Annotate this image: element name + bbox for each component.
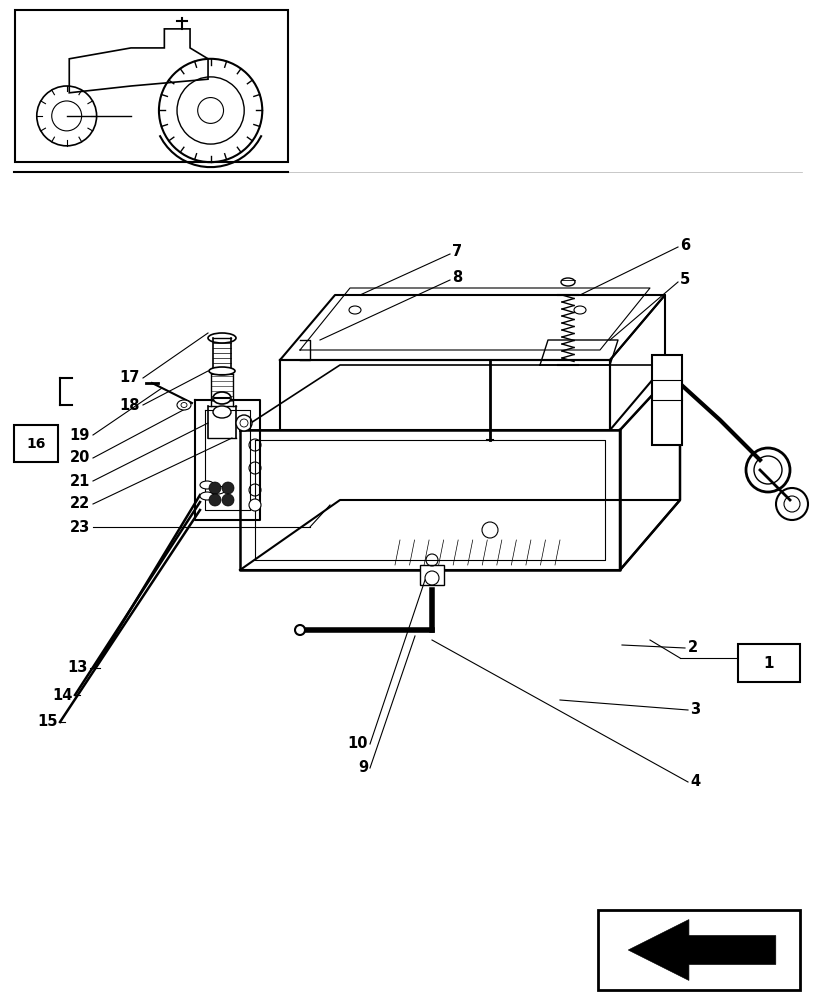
Text: 13: 13 bbox=[68, 660, 88, 676]
Bar bbox=[420, 565, 444, 585]
Text: 19: 19 bbox=[69, 428, 90, 442]
Bar bbox=[738, 644, 800, 682]
Text: 5: 5 bbox=[680, 272, 690, 288]
Text: 6: 6 bbox=[680, 237, 690, 252]
Text: 18: 18 bbox=[119, 397, 140, 412]
Ellipse shape bbox=[349, 306, 361, 314]
Ellipse shape bbox=[181, 402, 187, 408]
Circle shape bbox=[222, 494, 234, 506]
Text: 22: 22 bbox=[69, 496, 90, 512]
Ellipse shape bbox=[200, 492, 214, 500]
Text: 14: 14 bbox=[52, 688, 73, 702]
Ellipse shape bbox=[177, 400, 191, 410]
Ellipse shape bbox=[236, 415, 252, 431]
Circle shape bbox=[222, 482, 234, 494]
Text: 7: 7 bbox=[452, 244, 462, 259]
Text: 9: 9 bbox=[358, 760, 368, 776]
Text: 15: 15 bbox=[38, 714, 58, 730]
Bar bbox=[14, 425, 58, 462]
Ellipse shape bbox=[208, 333, 236, 343]
Bar bbox=[652, 355, 682, 445]
Text: 10: 10 bbox=[348, 736, 368, 752]
Ellipse shape bbox=[200, 481, 214, 489]
Text: 21: 21 bbox=[69, 474, 90, 488]
Ellipse shape bbox=[249, 499, 261, 511]
Text: 8: 8 bbox=[452, 270, 462, 286]
Text: 16: 16 bbox=[26, 436, 46, 450]
Circle shape bbox=[209, 482, 221, 494]
Text: 20: 20 bbox=[69, 450, 90, 466]
Ellipse shape bbox=[574, 306, 586, 314]
Ellipse shape bbox=[213, 406, 231, 418]
Ellipse shape bbox=[209, 367, 235, 375]
Ellipse shape bbox=[561, 278, 575, 286]
Polygon shape bbox=[628, 920, 776, 980]
Text: 17: 17 bbox=[120, 370, 140, 385]
Ellipse shape bbox=[213, 392, 231, 404]
Text: 23: 23 bbox=[69, 520, 90, 534]
Text: 2: 2 bbox=[688, 641, 698, 656]
Ellipse shape bbox=[211, 486, 225, 494]
Bar bbox=[15, 10, 288, 162]
Ellipse shape bbox=[240, 419, 248, 427]
Bar bbox=[598, 910, 800, 990]
Text: 3: 3 bbox=[690, 702, 700, 718]
Text: 4: 4 bbox=[690, 774, 700, 790]
Ellipse shape bbox=[295, 625, 305, 635]
Text: 1: 1 bbox=[764, 656, 774, 670]
Circle shape bbox=[209, 494, 221, 506]
